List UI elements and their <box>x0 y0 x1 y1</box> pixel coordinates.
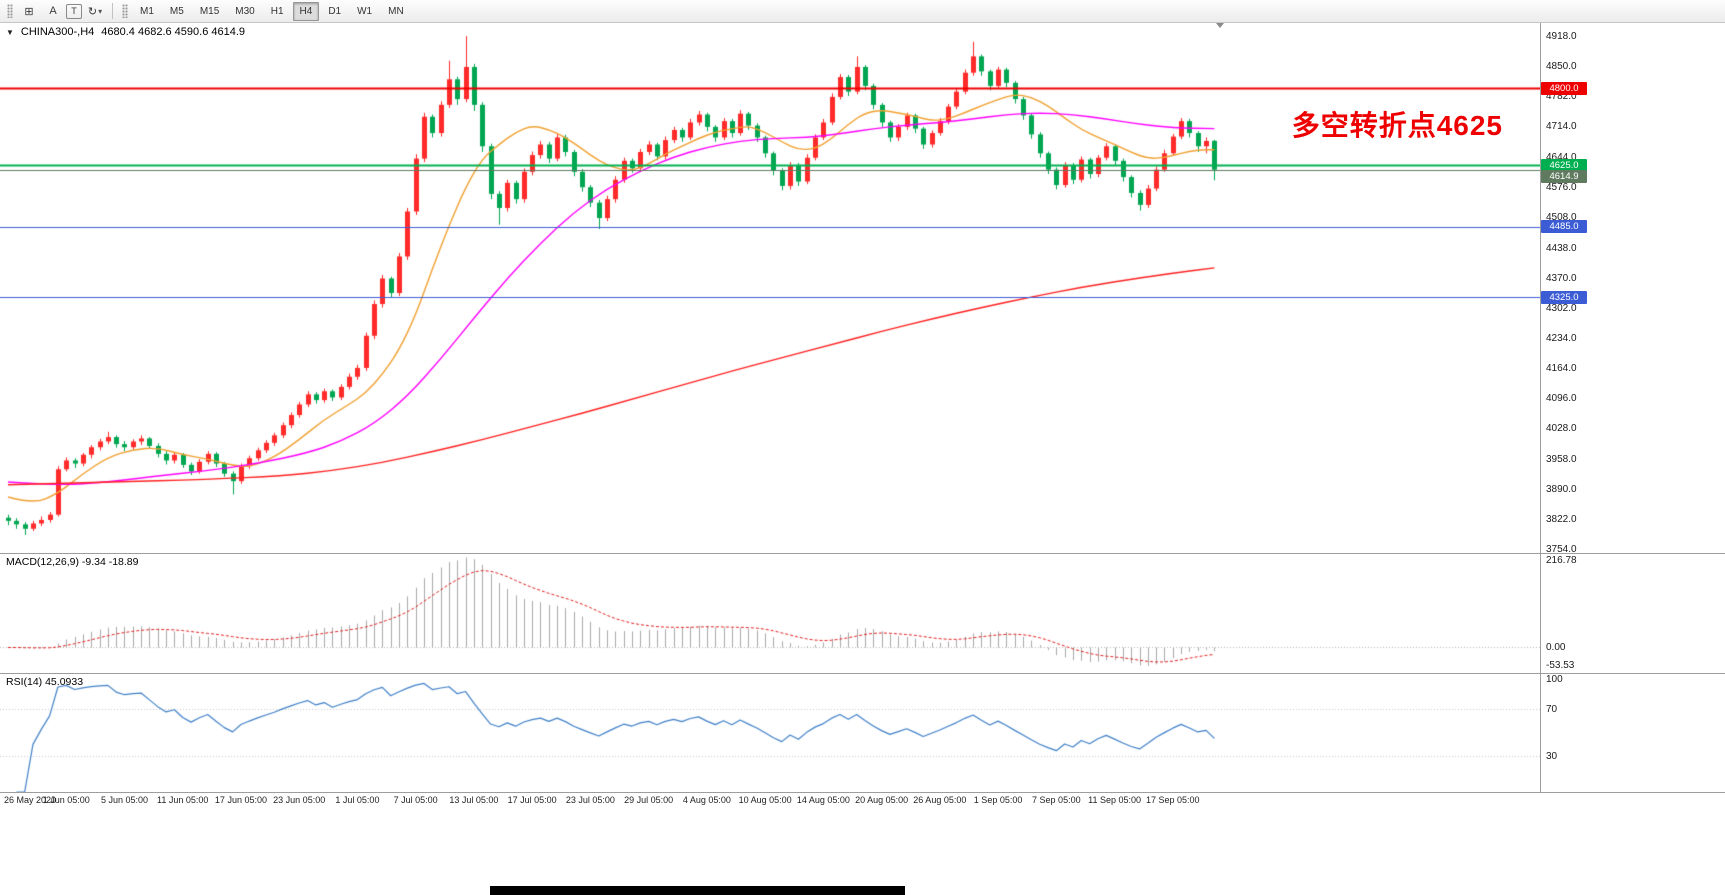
price-axis-label: 3754.0 <box>1546 544 1577 556</box>
timeframe-toolbar-grip[interactable] <box>122 4 128 18</box>
rsi-canvas[interactable] <box>0 673 1540 792</box>
price-axis-label: 4782.0 <box>1546 91 1577 103</box>
time-axis-label: 1 Jul 05:00 <box>335 795 380 805</box>
price-axis-label: 4850.0 <box>1546 61 1577 73</box>
time-axis-label: 7 Jul 05:00 <box>393 795 438 805</box>
grid-tool-icon[interactable]: ⊞ <box>24 5 34 18</box>
price-axis-label: 4302.0 <box>1546 302 1577 314</box>
timeframe-button-m30[interactable]: M30 <box>235 5 255 17</box>
price-axis-label: 4508.0 <box>1546 211 1577 223</box>
time-axis-label: 13 Jul 05:00 <box>449 795 499 805</box>
indicator-axis-label: 0.00 <box>1546 641 1566 653</box>
price-axis-label: 3958.0 <box>1546 454 1577 466</box>
price-axis-label: 4028.0 <box>1546 423 1577 435</box>
time-axis-label: 26 Aug 05:00 <box>913 795 967 805</box>
text-tool-button[interactable]: A <box>49 5 57 17</box>
time-axis-label: 10 Aug 05:00 <box>738 795 792 805</box>
pivot-annotation[interactable]: 多空转折点4625 <box>1291 110 1503 141</box>
timeframe-button-d1[interactable]: D1 <box>328 5 342 17</box>
price-axis-label: 4370.0 <box>1546 272 1577 284</box>
price-axis-label: 4576.0 <box>1546 181 1577 193</box>
text-label-tool-button[interactable]: T <box>66 3 82 19</box>
timeframe-button-h1[interactable]: H1 <box>270 5 284 17</box>
timeframe-button-m1[interactable]: M1 <box>140 5 154 17</box>
time-axis-label: 5 Jun 05:00 <box>100 795 148 805</box>
price-axis-border <box>1540 22 1541 792</box>
macd-indicator-label: MACD(12,26,9) -9.34 -18.89 <box>6 556 139 568</box>
indicator-axis-label: 30 <box>1546 751 1558 763</box>
price-axis-label: 4714.0 <box>1546 120 1577 132</box>
chart-ohlc-values: 4680.4 4682.6 4590.6 4614.9 <box>101 26 246 38</box>
timeframe-button-w1[interactable]: W1 <box>357 5 373 17</box>
time-axis-label: 17 Jul 05:00 <box>507 795 557 805</box>
timeframe-toolbar: M1 M5 M15 M30 H1 H4 D1 W1 MN <box>132 1 412 21</box>
price-axis-label: 4164.0 <box>1546 363 1577 375</box>
timeframe-cycle-button[interactable]: ↻ ▾ <box>84 1 106 21</box>
price-tag-4625.0: 4625.0 <box>1541 158 1587 172</box>
price-axis[interactable] <box>1540 22 1725 792</box>
time-axis-label: 11 Sep 05:00 <box>1088 795 1141 805</box>
macd-canvas[interactable] <box>0 553 1540 673</box>
chart-symbol-label: CHINA300-,H4 <box>20 26 95 38</box>
price-axis-label: 4234.0 <box>1546 332 1577 344</box>
price-tag-4614.9: 4614.9 <box>1541 170 1587 184</box>
rsi-indicator-label: RSI(14) 45.0933 <box>6 676 84 688</box>
indicator-axis-label: 216.78 <box>1546 555 1577 566</box>
time-axis-label: 26 May 2020 <box>4 795 57 805</box>
time-axis-label: 23 Jul 05:00 <box>565 795 615 805</box>
time-axis-label: 20 Aug 05:00 <box>855 795 909 805</box>
panel-divider[interactable] <box>0 673 1725 674</box>
chart-shift-marker <box>1216 23 1224 28</box>
top-toolbar: ⊞ A T ↻ ▾ M1 M5 M15 M30 H1 H4 D1 W1 MN <box>0 0 1725 23</box>
toolbar-grip[interactable] <box>7 4 13 18</box>
price-tag-4325.0: 4325.0 <box>1541 290 1587 304</box>
bottom-black-bar <box>490 886 905 895</box>
timeframe-button-h4[interactable]: H4 <box>292 1 320 21</box>
caret-down-icon: ▾ <box>98 6 103 16</box>
time-axis-label: 4 Aug 05:00 <box>682 795 731 805</box>
time-axis-label: 1 Sep 05:00 <box>973 795 1023 805</box>
indicator-axis-label: 100 <box>1546 674 1563 685</box>
timeframe-button-mn[interactable]: MN <box>388 5 404 17</box>
time-axis-label: 1 Jun 05:00 <box>42 795 90 805</box>
panel-divider[interactable] <box>0 553 1725 554</box>
price-tag-4800.0: 4800.0 <box>1541 81 1587 95</box>
indicator-axis-label: -53.53 <box>1546 660 1575 671</box>
cycle-arrows-icon: ↻ <box>87 5 98 18</box>
time-axis-label: 23 Jun 05:00 <box>273 795 326 805</box>
toolbar-separator <box>112 3 113 19</box>
price-axis-label: 3822.0 <box>1546 514 1577 526</box>
timeframe-button-m15[interactable]: M15 <box>199 5 220 17</box>
time-axis-label: 14 Aug 05:00 <box>796 795 850 805</box>
time-axis-label: 29 Jul 05:00 <box>624 795 674 805</box>
price-axis-label: 4644.0 <box>1546 151 1577 163</box>
price-axis-label: 4096.0 <box>1546 393 1577 405</box>
time-axis-label: 17 Jun 05:00 <box>214 795 267 805</box>
panel-divider[interactable] <box>0 792 1725 793</box>
dropdown-triangle-icon[interactable]: ▼ <box>6 27 14 37</box>
price-axis-label: 4438.0 <box>1546 242 1577 254</box>
price-axis-label: 4918.0 <box>1546 31 1577 43</box>
price-tag-4485.0: 4485.0 <box>1541 220 1587 234</box>
price-axis-label: 3890.0 <box>1546 484 1577 496</box>
main-chart-canvas[interactable] <box>0 22 1540 553</box>
chart-title: ▼ CHINA300-,H4 4680.4 4682.6 4590.6 4614… <box>6 26 245 38</box>
time-axis-label: 7 Sep 05:00 <box>1032 795 1081 805</box>
indicator-axis-label: 70 <box>1546 703 1558 715</box>
timeframe-button-m5[interactable]: M5 <box>169 5 184 17</box>
time-axis-label: 17 Sep 05:00 <box>1146 795 1200 805</box>
time-axis-label: 11 Jun 05:00 <box>157 795 209 805</box>
